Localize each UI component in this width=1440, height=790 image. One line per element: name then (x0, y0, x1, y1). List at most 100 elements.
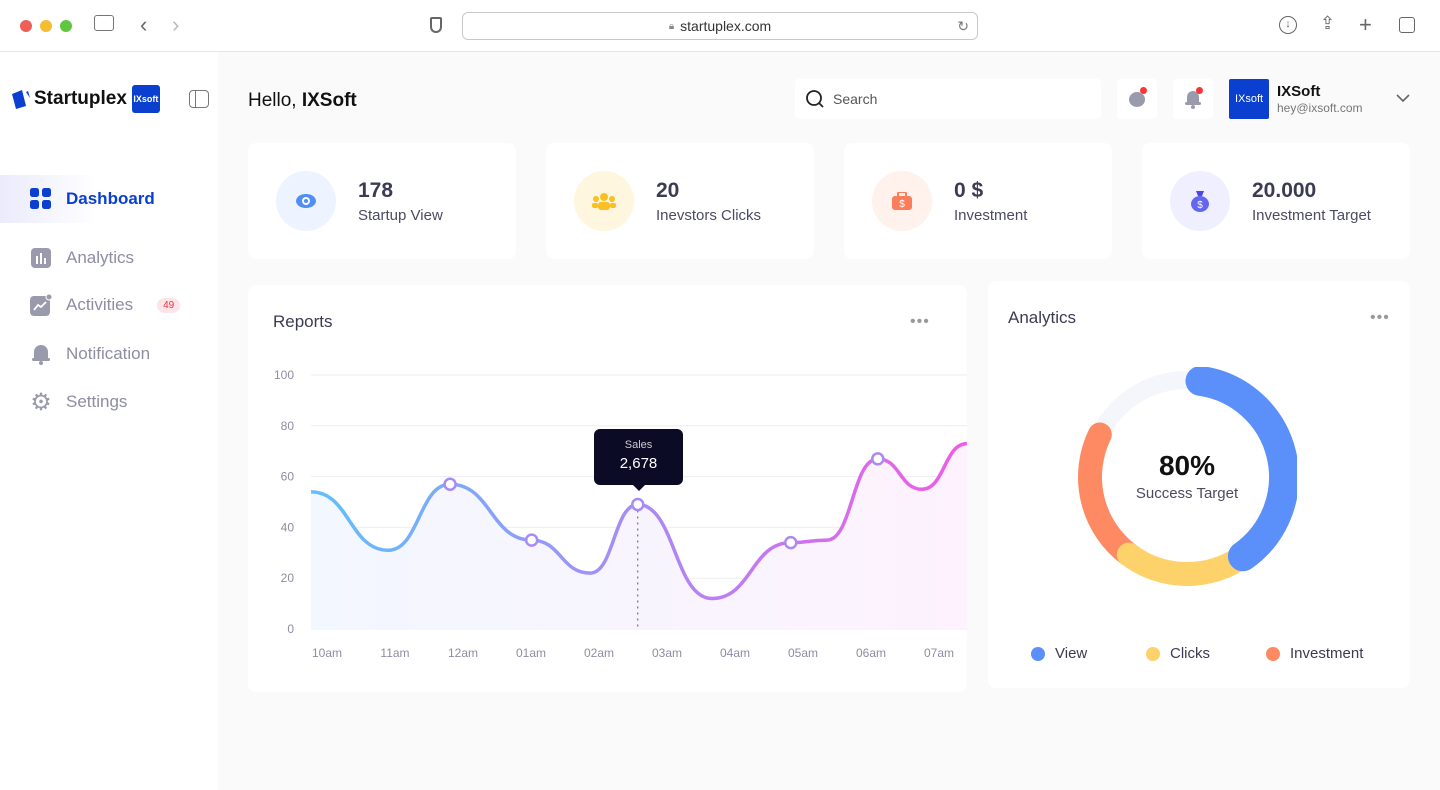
y-tick-label: 80 (281, 419, 295, 433)
gear-icon: ⚙ (30, 388, 52, 416)
data-point (871, 452, 885, 466)
download-icon[interactable]: ↓ (1279, 16, 1297, 34)
stat-card-investment-target: $ 20.000 Investment Target (1142, 143, 1410, 259)
legend-swatch (1266, 646, 1280, 661)
notifications-button[interactable] (1173, 79, 1213, 119)
stat-value: 20.000 (1252, 179, 1317, 202)
user-name: IXSoft (1277, 83, 1321, 100)
new-tab-icon[interactable]: + (1359, 12, 1372, 37)
sidebar-item-activities[interactable]: Activities 49 (0, 281, 218, 329)
sidebar-item-dashboard[interactable]: Dashboard (0, 175, 218, 223)
stat-value: 20 (656, 179, 680, 202)
stat-card-startup-view: 178 Startup View (248, 143, 516, 259)
money-bag-icon: $ (1170, 171, 1230, 231)
sidebar-item-label: Settings (66, 392, 128, 411)
x-tick-label: 11am (380, 646, 409, 660)
users-icon (574, 171, 634, 231)
x-tick-label: 06am (856, 646, 886, 660)
search-input[interactable]: Search (795, 79, 1101, 119)
maximize-window-button[interactable] (60, 20, 72, 32)
unread-dot (1196, 87, 1203, 94)
tabs-overview-icon[interactable] (1399, 17, 1415, 33)
share-icon[interactable]: ⇪ (1320, 13, 1336, 33)
donut-center-label: Success Target (1135, 485, 1239, 502)
x-tick-label: 07am (924, 646, 954, 660)
legend-view: View (1031, 645, 1087, 662)
stat-label: Startup View (358, 207, 443, 224)
stat-value: 178 (358, 179, 394, 202)
brand-name: Startuplex (34, 88, 127, 109)
browser-toolbar: ‹ › 🔒︎ startuplex.com ↻ ↓ ⇪ + (0, 0, 1440, 52)
reports-more-button[interactable]: ••• (910, 313, 930, 330)
svg-text:$: $ (899, 199, 905, 210)
data-point (443, 477, 457, 491)
lock-icon: 🔒︎ (668, 20, 675, 32)
legend-label: View (1055, 645, 1088, 662)
messages-button[interactable] (1117, 79, 1157, 119)
x-tick-label: 02am (584, 646, 614, 660)
stat-value: 0 $ (954, 179, 984, 202)
data-point (524, 533, 539, 547)
avatar[interactable]: IXsoft (1229, 79, 1269, 119)
donut-center-value: 80% (1158, 450, 1216, 481)
activities-count-badge: 49 (157, 297, 181, 313)
logo-icon (12, 90, 30, 109)
user-email: hey@ixsoft.com (1277, 101, 1363, 115)
minimize-window-button[interactable] (40, 20, 52, 32)
sidebar-item-notification[interactable]: Notification (0, 330, 218, 378)
sidebar-item-label: Notification (66, 344, 151, 363)
tooltip-value: 2,678 (619, 455, 658, 472)
analytics-donut (1078, 367, 1297, 586)
y-tick-label: 100 (274, 368, 294, 382)
sidebar-item-settings[interactable]: ⚙ Settings (0, 378, 218, 426)
tooltip-label: Sales (624, 439, 653, 451)
analytics-title: Analytics (1008, 308, 1077, 327)
back-icon[interactable]: ‹ (140, 12, 148, 37)
bar-chart-icon (30, 247, 52, 269)
donut-slice-view (1185, 367, 1297, 572)
eye-icon (276, 171, 336, 231)
briefcase-icon: $ (872, 171, 932, 231)
chat-icon (1129, 91, 1145, 107)
collapse-sidebar-icon[interactable] (189, 90, 209, 108)
brand-badge: IXsoft (131, 85, 160, 113)
reports-title: Reports (273, 312, 333, 331)
y-tick-label: 0 (287, 622, 294, 636)
y-tick-label: 40 (281, 520, 295, 534)
analytics-card (988, 281, 1410, 688)
x-tick-label: 10am (312, 646, 342, 660)
y-tick-label: 60 (281, 470, 295, 484)
x-tick-label: 04am (720, 646, 750, 660)
sidebar-toggle-icon[interactable] (94, 15, 114, 31)
stat-card-investor-clicks: 20 Inevstors Clicks (546, 143, 814, 259)
brand-logo[interactable]: Startuplex IXsoft (10, 85, 160, 113)
bell-icon (30, 343, 52, 365)
grid-icon (30, 188, 52, 210)
sidebar-item-analytics[interactable]: Analytics (0, 234, 218, 282)
stat-label: Investment Target (1252, 207, 1371, 224)
x-tick-label: 03am (652, 646, 682, 660)
chevron-down-icon[interactable] (1396, 93, 1410, 103)
analytics-more-button[interactable]: ••• (1370, 309, 1390, 326)
sidebar-item-label: Activities (66, 295, 134, 314)
area-fill (311, 443, 967, 629)
legend-swatch (1146, 646, 1160, 661)
legend-swatch (1031, 646, 1045, 661)
sidebar-item-label: Dashboard (66, 189, 155, 208)
stat-label: Inevstors Clicks (656, 207, 762, 224)
search-icon (806, 90, 824, 108)
address-bar[interactable]: 🔒︎ startuplex.com ↻ (462, 12, 978, 40)
x-tick-label: 05am (788, 646, 818, 660)
shield-icon[interactable] (430, 17, 442, 33)
forward-icon[interactable]: › (172, 12, 180, 37)
y-tick-label: 20 (281, 571, 295, 585)
donut-slice-clicks (1116, 542, 1255, 586)
legend-label: Investment (1290, 645, 1364, 662)
stat-card-investment: $ 0 $ Investment (844, 143, 1112, 259)
reload-icon[interactable]: ↻ (957, 17, 969, 34)
x-tick-label: 12am (448, 646, 478, 660)
close-window-button[interactable] (20, 20, 32, 32)
donut-slice-investment (1078, 422, 1141, 567)
stat-label: Investment (954, 207, 1028, 224)
